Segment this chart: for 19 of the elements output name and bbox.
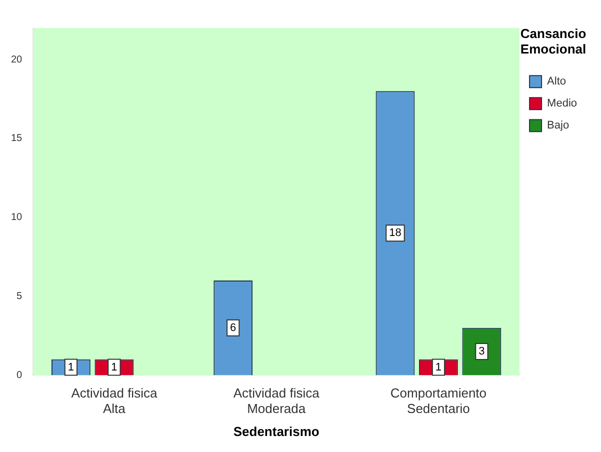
data-label: 18 — [389, 227, 402, 240]
legend-title: Cansancio Emocional — [520, 26, 586, 57]
legend-label: Bajo — [547, 120, 570, 132]
data-label: 1 — [68, 361, 74, 374]
data-label: 1 — [111, 361, 118, 374]
x-tick-label: Actividad fisica Moderada — [233, 386, 320, 416]
y-tick-label: 20 — [11, 54, 23, 66]
x-tick-label: Actividad fisica Alta — [71, 386, 158, 416]
legend-label: Medio — [547, 98, 578, 110]
x-tick-label: Comportamiento Sedentario — [390, 386, 487, 416]
y-tick-label: 10 — [11, 212, 23, 224]
data-label: 1 — [435, 361, 442, 374]
data-label: 3 — [478, 346, 485, 358]
y-tick-label: 5 — [16, 291, 23, 302]
y-tick-label: 15 — [11, 133, 23, 144]
x-axis-title: Sedentarismo — [233, 424, 320, 439]
data-label: 6 — [230, 322, 236, 334]
legend-label: Alto — [547, 76, 566, 88]
y-tick-label: 0 — [16, 370, 23, 381]
